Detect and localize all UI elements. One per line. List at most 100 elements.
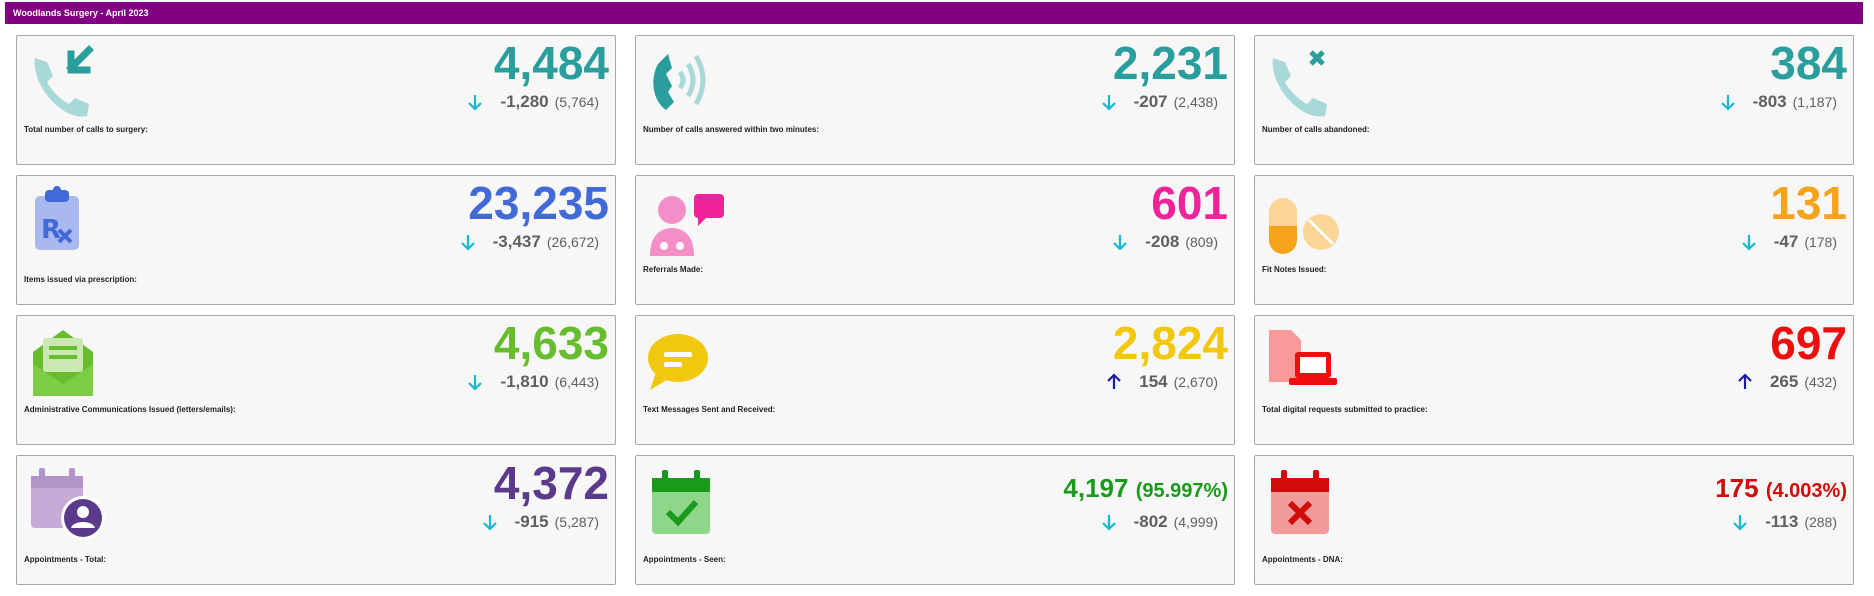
- metric-value: 131: [1770, 177, 1847, 229]
- arrow-down-icon: [468, 375, 483, 391]
- calendar-user-icon: [27, 464, 107, 544]
- prescription-clipboard-icon: R: [27, 184, 107, 264]
- card-prescriptions: R 23,235 -3,437 (26,672) Items issued vi…: [16, 175, 616, 305]
- calendar-check-icon: [646, 464, 726, 544]
- arrow-down-icon: [460, 235, 475, 251]
- metric-change: -803 (1,187): [1719, 92, 1837, 112]
- previous-value: (5,287): [554, 514, 599, 530]
- metric-value: 4,197 (95.997%): [1063, 472, 1228, 507]
- metric-value: 4,633: [493, 317, 609, 369]
- previous-value: (2,670): [1173, 374, 1218, 390]
- card-calls-abandoned: 384 -803 (1,187) Number of calls abandon…: [1254, 35, 1854, 165]
- metric-value: 2,231: [1112, 37, 1228, 89]
- change-value: -802: [1133, 512, 1168, 531]
- metric-value: 175 (4.003%): [1715, 472, 1847, 507]
- arrow-down-icon: [1101, 515, 1116, 531]
- change-value: -3,437: [492, 232, 541, 251]
- card-appointments-dna: 175 (4.003%) -113 (288) Appointments - D…: [1254, 455, 1854, 585]
- change-value: -208: [1145, 232, 1180, 251]
- metric-label: Number of calls answered within two minu…: [643, 125, 820, 134]
- metric-change: -1,810 (6,443): [466, 372, 599, 392]
- card-appointments-seen: 4,197 (95.997%) -802 (4,999) Appointment…: [635, 455, 1235, 585]
- change-value: -113: [1765, 512, 1799, 531]
- previous-value: (809): [1185, 234, 1218, 250]
- metric-label: Appointments - DNA:: [1262, 555, 1343, 564]
- previous-value: (26,672): [546, 234, 599, 250]
- arrow-down-icon: [1113, 235, 1128, 251]
- metric-change: 265 (432): [1736, 372, 1837, 392]
- incoming-call-icon: [27, 44, 107, 124]
- arrow-up-icon: [1107, 373, 1122, 389]
- metric-label: Text Messages Sent and Received:: [643, 405, 776, 414]
- metric-change: -208 (809): [1111, 232, 1218, 252]
- metric-change: -113 (288): [1731, 512, 1837, 532]
- value-number: 4,197: [1063, 473, 1129, 503]
- previous-value: (4,999): [1173, 514, 1218, 530]
- ringing-phone-icon: [646, 44, 726, 124]
- metric-change: -207 (2,438): [1100, 92, 1218, 112]
- metric-label: Referrals Made:: [643, 265, 704, 274]
- previous-value: (2,438): [1173, 94, 1218, 110]
- arrow-down-icon: [1733, 515, 1747, 531]
- change-value: 265: [1769, 372, 1799, 391]
- arrow-down-icon: [468, 95, 483, 111]
- previous-value: (1,187): [1792, 94, 1837, 110]
- change-value: -1,280: [500, 92, 549, 111]
- metric-label: Total digital requests submitted to prac…: [1262, 405, 1428, 414]
- chat-bubble-icon: [646, 324, 726, 404]
- metric-label: Items issued via prescription:: [24, 275, 137, 284]
- change-value: -47: [1773, 232, 1799, 251]
- change-value: -1,810: [500, 372, 549, 391]
- doctor-chat-icon: [646, 184, 726, 264]
- pills-icon: [1265, 184, 1345, 264]
- arrow-down-icon: [1741, 235, 1756, 251]
- metric-value: 4,484: [493, 37, 609, 89]
- arrow-down-icon: [1720, 95, 1735, 111]
- arrow-down-icon: [482, 515, 497, 531]
- metric-label: Number of calls abandoned:: [1262, 125, 1370, 134]
- metric-change: -1,280 (5,764): [466, 92, 599, 112]
- metric-label: Total number of calls to surgery:: [24, 125, 148, 134]
- metric-label: Administrative Communications Issued (le…: [24, 405, 236, 414]
- metric-value: 384: [1770, 37, 1847, 89]
- previous-value: (432): [1804, 374, 1837, 390]
- metric-label: Fit Notes Issued:: [1262, 265, 1327, 274]
- metric-change: -3,437 (26,672): [459, 232, 599, 252]
- change-value: -803: [1752, 92, 1787, 111]
- metric-value: 4,372: [493, 457, 609, 509]
- previous-value: (288): [1804, 514, 1837, 530]
- metric-value: 23,235: [468, 177, 609, 229]
- metric-label: Appointments - Seen:: [643, 555, 726, 564]
- metric-change: 154 (2,670): [1105, 372, 1218, 392]
- card-calls-answered: 2,231 -207 (2,438) Number of calls answe…: [635, 35, 1235, 165]
- card-total-calls: 4,484 -1,280 (5,764) Total number of cal…: [16, 35, 616, 165]
- card-appointments-total: 4,372 -915 (5,287) Appointments - Total:: [16, 455, 616, 585]
- card-fit-notes: 131 -47 (178) Fit Notes Issued:: [1254, 175, 1854, 305]
- card-admin-communications: 4,633 -1,810 (6,443) Administrative Comm…: [16, 315, 616, 445]
- metric-label: Appointments - Total:: [24, 555, 107, 564]
- svg-text:R: R: [41, 215, 61, 245]
- document-laptop-icon: [1265, 324, 1345, 404]
- previous-value: (178): [1804, 234, 1837, 250]
- card-text-messages: 2,824 154 (2,670) Text Messages Sent and…: [635, 315, 1235, 445]
- metric-value: 697: [1770, 317, 1847, 369]
- change-value: -207: [1133, 92, 1168, 111]
- metric-change: -47 (178): [1740, 232, 1837, 252]
- open-envelope-icon: [27, 324, 107, 404]
- card-digital-requests: 697 265 (432) Total digital requests sub…: [1254, 315, 1854, 445]
- metric-value: 2,824: [1112, 317, 1228, 369]
- calendar-cross-icon: [1265, 464, 1345, 544]
- card-referrals: 601 -208 (809) Referrals Made:: [635, 175, 1235, 305]
- arrow-down-icon: [1101, 95, 1116, 111]
- value-number: 175: [1715, 473, 1759, 503]
- change-value: -915: [514, 512, 549, 531]
- value-percent: (4.003%): [1765, 480, 1847, 502]
- value-percent: (95.997%): [1135, 480, 1228, 502]
- previous-value: (5,764): [554, 94, 599, 110]
- previous-value: (6,443): [554, 374, 599, 390]
- dashboard-header: Woodlands Surgery - April 2023: [5, 2, 1863, 24]
- metric-change: -802 (4,999): [1100, 512, 1218, 532]
- metric-value: 601: [1151, 177, 1228, 229]
- change-value: 154: [1139, 372, 1168, 391]
- missed-call-icon: [1265, 44, 1345, 124]
